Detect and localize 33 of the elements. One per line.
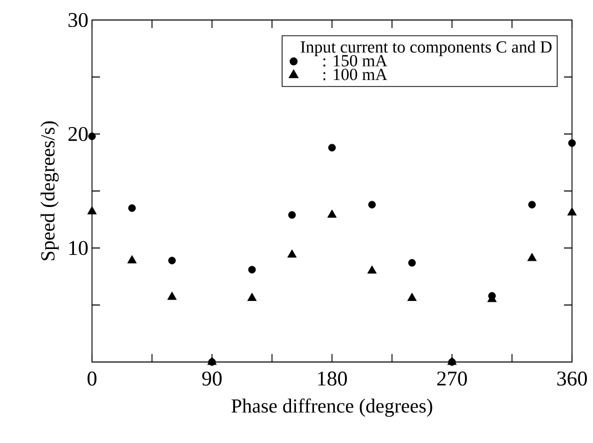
x-tick-label: 360 xyxy=(557,372,587,386)
point xyxy=(287,249,297,258)
legend-title: Input current to components C and D xyxy=(300,40,552,56)
point xyxy=(87,206,97,214)
point xyxy=(288,211,296,219)
x-tick-label: 90 xyxy=(202,372,222,386)
x-tick-label: 270 xyxy=(437,372,467,386)
x-axis-title: Phase diffrence (degrees) xyxy=(232,398,432,417)
y-tick-label: 30 xyxy=(68,12,88,28)
point xyxy=(328,144,336,152)
point xyxy=(527,252,537,262)
point xyxy=(408,259,416,267)
point xyxy=(88,132,96,140)
y-tick-label: 20 xyxy=(68,126,88,142)
point xyxy=(167,292,177,300)
point xyxy=(407,292,417,301)
point xyxy=(567,207,577,216)
x-tick-label: 0 xyxy=(88,372,96,386)
legend-label: : 100 mA xyxy=(323,68,388,80)
point xyxy=(247,292,257,301)
point xyxy=(368,200,376,208)
point xyxy=(168,256,176,264)
legend-label: : 150 mA xyxy=(323,55,388,67)
point xyxy=(127,255,137,264)
point xyxy=(367,265,377,274)
y-axis-title: Speed (degrees/s) xyxy=(40,121,59,260)
x-tick-label: 180 xyxy=(318,372,347,386)
y-tick-label: 10 xyxy=(69,240,88,256)
point xyxy=(248,266,256,274)
point xyxy=(568,139,576,147)
point xyxy=(128,204,136,212)
point xyxy=(528,200,536,208)
point xyxy=(327,210,337,218)
